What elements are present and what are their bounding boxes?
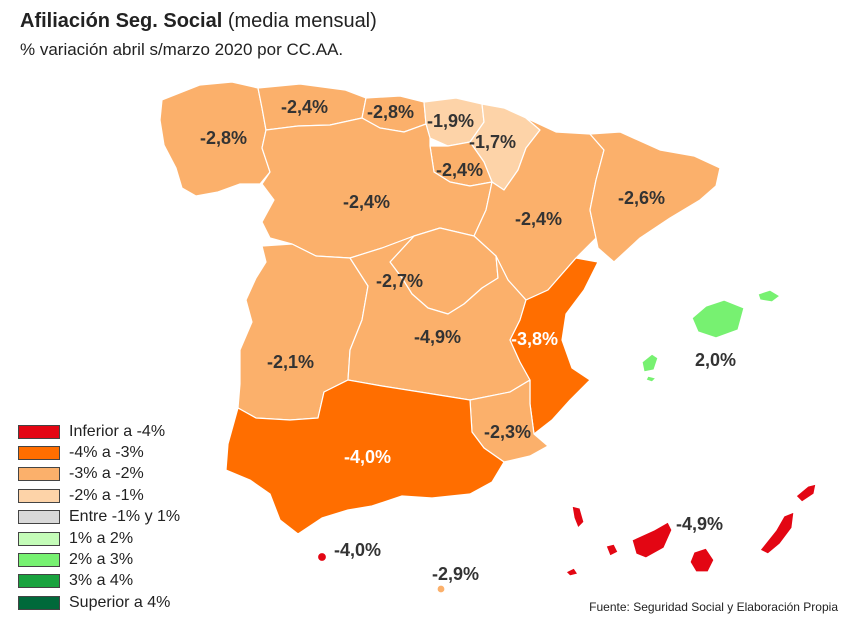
legend-label: 1% a 2% — [69, 529, 134, 547]
region-canarias-el-hierro[interactable] — [565, 567, 579, 577]
legend-label: Entre -1% y 1% — [69, 508, 181, 526]
legend-label: Superior a 4% — [69, 593, 171, 611]
label-baleares: 2,0% — [695, 350, 736, 370]
legend-item: -2% a -1% — [18, 485, 180, 506]
legend-item: Entre -1% y 1% — [18, 507, 180, 528]
label-melilla: -2,9% — [432, 564, 479, 584]
legend-label: -4% a -3% — [69, 444, 144, 462]
label-madrid: -2,7% — [376, 271, 423, 291]
label-murcia: -2,3% — [484, 422, 531, 442]
legend-label: 2% a 3% — [69, 551, 134, 569]
region-baleares[interactable] — [691, 299, 745, 339]
legend-item: 3% a 4% — [18, 571, 180, 592]
region-melilla[interactable] — [436, 584, 446, 594]
legend-item: -3% a -2% — [18, 464, 180, 485]
label-andalucia: -4,0% — [344, 447, 391, 467]
region-baleares-formentera[interactable] — [645, 375, 657, 383]
label-castilla-y-leon: -2,4% — [343, 192, 390, 212]
region-canarias-gran-canaria[interactable] — [689, 547, 715, 573]
label-ceuta: -4,0% — [334, 540, 381, 560]
legend: Inferior a -4% -4% a -3% -3% a -2% -2% a -1… — [18, 421, 180, 614]
region-galicia[interactable] — [159, 81, 271, 197]
region-canarias-la-gomera[interactable] — [605, 543, 619, 557]
map-title: Afiliación Seg. Social (media mensual) — [20, 10, 377, 33]
legend-swatch — [18, 467, 60, 482]
map-title-normal: (media mensual) — [227, 10, 377, 32]
region-canarias-la-palma[interactable] — [571, 505, 585, 529]
label-extremadura: -2,1% — [267, 352, 314, 372]
region-canarias-fuerteventura[interactable] — [759, 511, 795, 555]
map-title-bold: Afiliación Seg. Social — [20, 10, 223, 32]
legend-item: Superior a 4% — [18, 592, 180, 613]
legend-swatch — [18, 446, 60, 461]
map-subtitle: % variación abril s/marzo 2020 por CC.AA… — [20, 40, 344, 59]
label-comunidad-valenciana: -3,8% — [511, 329, 558, 349]
region-cataluna[interactable] — [589, 131, 721, 263]
legend-item: 2% a 3% — [18, 549, 180, 570]
legend-label: 3% a 4% — [69, 572, 134, 590]
region-ceuta[interactable] — [316, 551, 328, 563]
label-la-rioja: -2,4% — [436, 160, 483, 180]
region-comunidad-valenciana[interactable] — [509, 257, 599, 435]
label-castilla-la-mancha: -4,9% — [414, 327, 461, 347]
label-asturias: -2,4% — [281, 97, 328, 117]
region-andalucia[interactable] — [225, 379, 505, 535]
label-cataluna: -2,6% — [618, 188, 665, 208]
region-canarias-lanzarote[interactable] — [795, 483, 817, 503]
region-baleares-ibiza[interactable] — [641, 353, 659, 373]
legend-label: -2% a -1% — [69, 486, 144, 504]
legend-swatch — [18, 595, 60, 610]
region-canarias-tenerife[interactable] — [631, 521, 673, 559]
region-baleares-menorca[interactable] — [757, 289, 781, 303]
legend-item: Inferior a -4% — [18, 421, 180, 442]
legend-swatch — [18, 574, 60, 589]
label-pais-vasco: -1,9% — [427, 111, 474, 131]
source-note: Fuente: Seguridad Social y Elaboración P… — [589, 600, 838, 614]
label-aragon: -2,4% — [515, 209, 562, 229]
legend-swatch — [18, 531, 60, 546]
label-navarra: -1,7% — [469, 132, 516, 152]
label-cantabria: -2,8% — [367, 102, 414, 122]
legend-swatch — [18, 424, 60, 439]
legend-swatch — [18, 510, 60, 525]
legend-swatch — [18, 488, 60, 503]
legend-swatch — [18, 553, 60, 568]
label-galicia: -2,8% — [200, 128, 247, 148]
legend-item: -4% a -3% — [18, 442, 180, 463]
legend-label: Inferior a -4% — [69, 422, 166, 440]
legend-item: 1% a 2% — [18, 528, 180, 549]
label-canarias: -4,9% — [676, 514, 723, 534]
legend-label: -3% a -2% — [69, 465, 144, 483]
